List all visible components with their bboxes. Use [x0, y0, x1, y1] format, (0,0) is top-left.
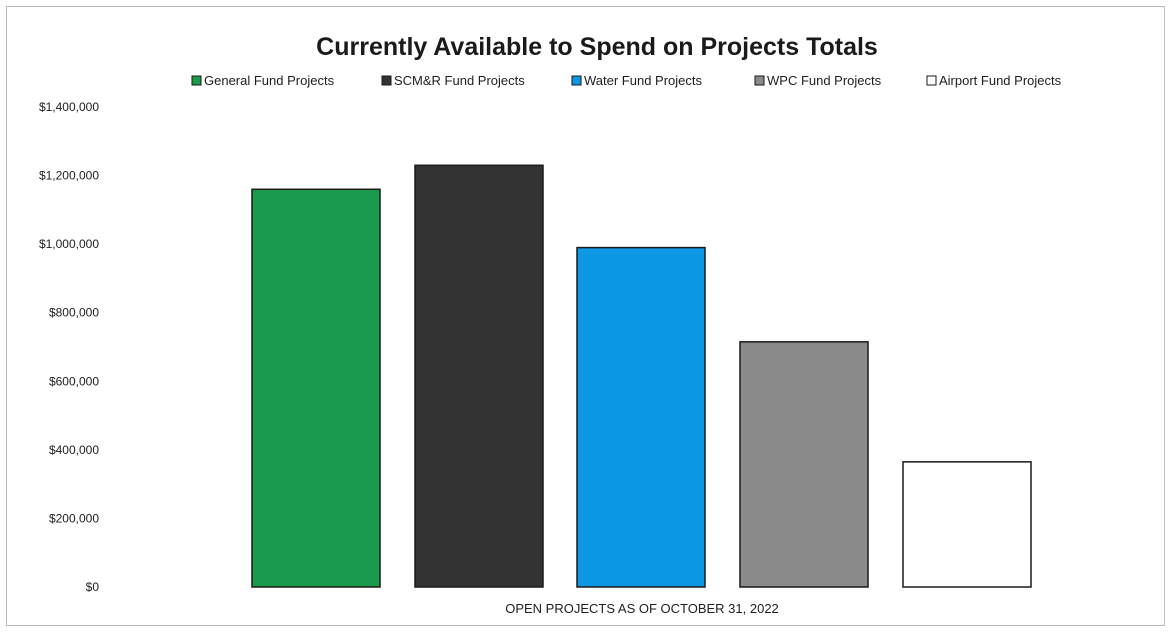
x-axis-label: OPEN PROJECTS AS OF OCTOBER 31, 2022 — [505, 601, 779, 616]
legend-swatch — [571, 75, 582, 86]
legend-swatch — [191, 75, 202, 86]
legend-item: SCM&R Fund Projects — [381, 73, 525, 88]
bar-airport-fund-projects — [902, 461, 1032, 588]
y-axis: $0 $200,000 $400,000 $600,000 $800,000 $1,000… — [39, 100, 99, 594]
bar-chart: Currently Available to Spend on Projects… — [39, 33, 1062, 616]
y-tick-label: $200,000 — [49, 511, 99, 525]
bar-scm-r-fund-projects — [414, 164, 544, 588]
legend-label: General Fund Projects — [204, 73, 335, 88]
y-tick-label: $1,400,000 — [39, 100, 99, 114]
y-tick-label: $0 — [86, 580, 100, 594]
legend-swatch — [754, 75, 765, 86]
legend-swatch — [926, 75, 937, 86]
chart-container: Currently Available to Spend on Projects… — [6, 6, 1165, 626]
legend-label: Airport Fund Projects — [939, 73, 1062, 88]
legend-item: Water Fund Projects — [571, 73, 703, 88]
legend: General Fund Projects SCM&R Fund Projects… — [191, 73, 1062, 88]
y-tick-label: $600,000 — [49, 374, 99, 388]
bars — [251, 164, 1032, 588]
legend-item: Airport Fund Projects — [926, 73, 1062, 88]
legend-item: WPC Fund Projects — [754, 73, 882, 88]
bar-water-fund-projects — [576, 246, 706, 588]
legend-label: Water Fund Projects — [584, 73, 703, 88]
y-tick-label: $800,000 — [49, 306, 99, 320]
bar-wpc-fund-projects — [739, 341, 869, 588]
y-tick-label: $400,000 — [49, 443, 99, 457]
y-tick-label: $1,000,000 — [39, 237, 99, 251]
bar-general-fund-projects — [251, 188, 381, 588]
chart-title: Currently Available to Spend on Projects… — [316, 33, 878, 61]
y-tick-label: $1,200,000 — [39, 169, 99, 183]
legend-label: WPC Fund Projects — [767, 73, 882, 88]
legend-swatch — [381, 75, 392, 86]
legend-item: General Fund Projects — [191, 73, 335, 88]
legend-label: SCM&R Fund Projects — [394, 73, 525, 88]
